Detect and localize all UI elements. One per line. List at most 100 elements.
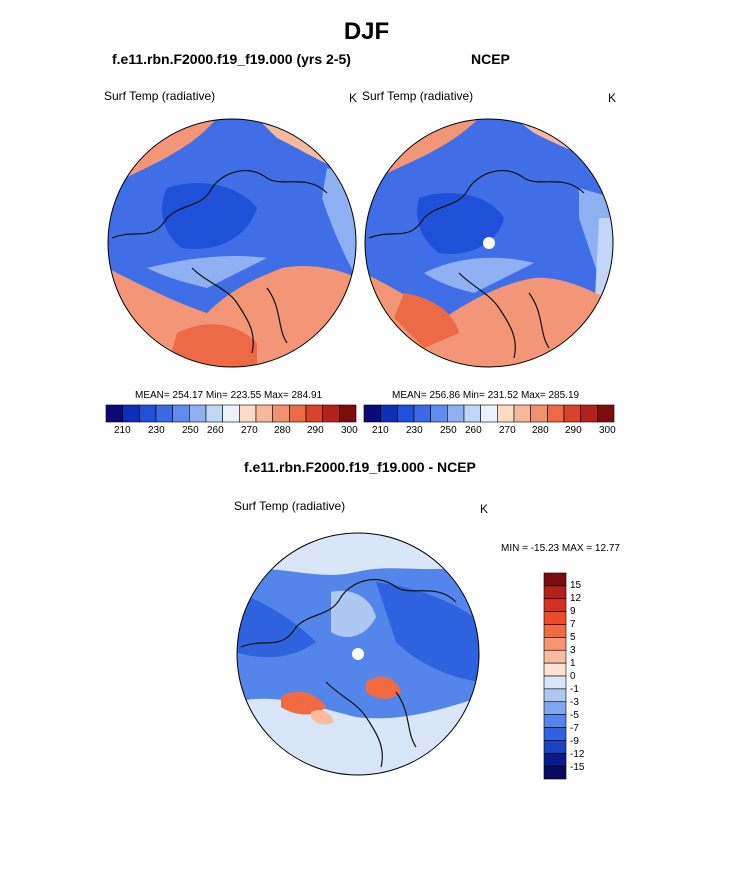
colorbar-label: -9 <box>570 736 579 747</box>
colorbar-tick: 210 <box>372 425 389 436</box>
cold-region-left <box>237 592 316 658</box>
colorbar-swatch <box>305 404 323 423</box>
left-panel-units: K <box>349 91 358 105</box>
right-colorbar-ticks: 210 230 250 260 270 280 290 300 <box>364 425 616 439</box>
colorbar-swatch <box>543 714 567 728</box>
right-panel-title: NCEP <box>471 51 510 67</box>
colorbar-swatch <box>513 404 531 423</box>
colorbar-swatch <box>543 752 567 767</box>
colorbar-label: -1 <box>570 684 579 695</box>
colorbar-swatch <box>289 404 307 423</box>
colorbar-label: -12 <box>570 749 585 760</box>
diff-panel-stats: MIN = -15.23 MAX = 12.77 <box>501 543 620 554</box>
colorbar-tick: 270 <box>499 425 516 436</box>
colorbar-label: 3 <box>570 645 576 656</box>
colorbar-swatch <box>397 404 415 423</box>
colorbar-swatch <box>530 404 548 423</box>
colorbar-swatch <box>105 404 123 423</box>
pole-hole <box>352 648 364 660</box>
colorbar-swatch <box>543 572 567 587</box>
warm-anomaly-1 <box>281 691 326 715</box>
colorbar-swatch <box>543 624 567 638</box>
colorbar-swatch <box>272 404 290 423</box>
colorbar-swatch <box>363 404 381 423</box>
colorbar-swatch <box>543 765 567 780</box>
colorbar-tick: 230 <box>406 425 423 436</box>
colorbar-tick: 290 <box>307 425 324 436</box>
colorbar-label: -7 <box>570 723 579 734</box>
colorbar-swatch <box>255 404 273 423</box>
colorbar-label: -3 <box>570 697 579 708</box>
colorbar-tick: 300 <box>341 425 358 436</box>
map-border <box>236 532 480 776</box>
colorbar-swatch <box>222 404 240 423</box>
neutral-region-center <box>331 590 376 637</box>
coastline <box>368 169 585 359</box>
colorbar-tick: 280 <box>532 425 549 436</box>
colorbar-swatch <box>447 404 465 423</box>
colorbar-label: 7 <box>570 619 576 630</box>
colorbar-swatch <box>205 404 223 423</box>
left-panel-variable: Surf Temp (radiative) <box>104 89 216 103</box>
colorbar-swatch <box>543 585 567 600</box>
diff-polar-map <box>236 532 480 776</box>
colorbar-swatch <box>463 404 481 423</box>
cool-region-mid <box>147 256 267 288</box>
colorbar-label: 0 <box>570 671 576 682</box>
colorbar-swatch <box>543 637 567 651</box>
colorbar-swatch <box>543 701 567 715</box>
left-panel-title: f.e11.rbn.F2000.f19_f19.000 (yrs 2-5) <box>112 51 351 67</box>
colorbar-swatch <box>580 404 598 423</box>
colorbar-swatch <box>155 404 173 423</box>
colorbar-swatch <box>339 404 357 423</box>
page-title: DJF <box>343 18 390 45</box>
colorbar-tick: 300 <box>599 425 616 436</box>
colorbar-label: 5 <box>570 632 576 643</box>
warm-region-bottom-dark <box>167 324 257 367</box>
colorbar-tick: 230 <box>148 425 165 436</box>
colorbar-tick: 250 <box>182 425 199 436</box>
warm-anomaly-3 <box>311 710 334 725</box>
colorbar-label: 9 <box>570 606 576 617</box>
warm-anomaly-2 <box>366 676 401 699</box>
colorbar-tick: 290 <box>565 425 582 436</box>
diff-panel-title: f.e11.rbn.F2000.f19_f19.000 - NCEP <box>244 459 476 475</box>
coastline <box>240 578 457 768</box>
coastline <box>111 169 328 354</box>
cold-region-center <box>162 183 257 249</box>
colorbar-swatch <box>543 740 567 754</box>
colorbar-swatch <box>543 675 567 690</box>
right-panel-units: K <box>608 91 617 105</box>
colorbar-swatch <box>189 404 207 423</box>
map-border <box>107 118 357 368</box>
warm-region-bottom-dark <box>394 293 459 348</box>
diff-colorbar-labels: 15 12 9 7 5 3 1 0 -1 -3 -5 -7 -9 -12 -15 <box>570 573 610 783</box>
colorbar-swatch <box>430 404 448 423</box>
left-panel-stats: MEAN= 254.17 Min= 223.55 Max= 284.91 <box>135 390 323 401</box>
colorbar-swatch <box>413 404 431 423</box>
right-panel-variable: Surf Temp (radiative) <box>362 89 474 103</box>
colorbar-swatch <box>563 404 581 423</box>
warm-region-bottom <box>108 266 356 367</box>
colorbar-swatch <box>543 611 567 625</box>
colorbar-swatch <box>497 404 515 423</box>
colorbar-swatch <box>239 404 257 423</box>
left-polar-map <box>107 118 357 368</box>
colorbar-tick: 260 <box>207 425 224 436</box>
cold-region-right <box>376 582 479 682</box>
colorbar-swatch <box>480 404 498 423</box>
right-panel-stats: MEAN= 256.86 Min= 231.52 Max= 285.19 <box>392 390 580 401</box>
cool-region-mid <box>424 257 534 293</box>
colorbar-swatch <box>543 727 567 741</box>
colorbar-swatch <box>380 404 398 423</box>
colorbar-swatch <box>172 404 190 423</box>
right-colorbar <box>363 404 615 423</box>
colorbar-swatch <box>122 404 140 423</box>
colorbar-label: -5 <box>570 710 579 721</box>
left-colorbar-ticks: 210 230 250 260 270 280 290 300 <box>106 425 358 439</box>
colorbar-swatch <box>543 662 567 677</box>
colorbar-swatch <box>139 404 157 423</box>
neutral-region-bottom <box>237 697 479 775</box>
colorbar-tick: 260 <box>465 425 482 436</box>
colorbar-tick: 270 <box>241 425 258 436</box>
